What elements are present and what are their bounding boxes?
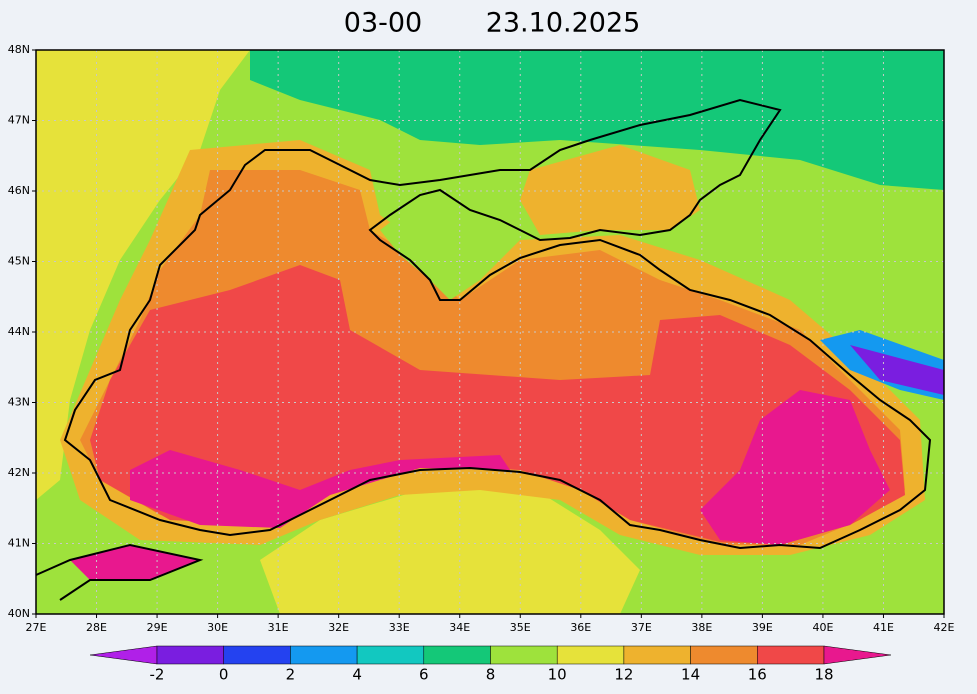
y-tick-label: 46N bbox=[8, 184, 30, 197]
colorbar-segment bbox=[490, 645, 558, 665]
colorbar-segment bbox=[556, 645, 625, 665]
field-region bbox=[700, 390, 890, 545]
x-tick-label: 31E bbox=[268, 621, 289, 634]
x-tick-label: 36E bbox=[570, 621, 591, 634]
colorbar-segment bbox=[290, 645, 358, 665]
x-tick-label: 37E bbox=[631, 621, 652, 634]
x-tick-label: 30E bbox=[207, 621, 228, 634]
colorbar-label: -2 bbox=[150, 666, 165, 684]
colorbar-segment bbox=[356, 645, 425, 665]
title-date: 23.10.2025 bbox=[486, 8, 641, 39]
x-tick-label: 40E bbox=[812, 621, 833, 634]
y-tick-label: 42N bbox=[8, 466, 30, 479]
temperature-field bbox=[36, 50, 944, 614]
x-tick-label: 41E bbox=[873, 621, 894, 634]
x-tick-label: 28E bbox=[86, 621, 107, 634]
y-tick-label: 40N bbox=[8, 607, 30, 620]
colorbar-label: 0 bbox=[219, 666, 229, 684]
x-tick-label: 34E bbox=[449, 621, 470, 634]
x-tick-label: 35E bbox=[510, 621, 531, 634]
field-region bbox=[90, 265, 905, 545]
colorbar-segment bbox=[156, 645, 224, 665]
colorbar-extend-high bbox=[823, 645, 892, 665]
colorbar-label: 8 bbox=[486, 666, 496, 684]
x-tick-label: 27E bbox=[26, 621, 47, 634]
x-tick-label: 32E bbox=[328, 621, 349, 634]
colorbar-label: 6 bbox=[419, 666, 429, 684]
colorbar-segment bbox=[223, 645, 291, 665]
field-region bbox=[260, 480, 640, 614]
x-tick-label: 39E bbox=[752, 621, 773, 634]
colorbar-segment bbox=[690, 645, 758, 665]
colorbar-label: 2 bbox=[286, 666, 296, 684]
x-tick-label: 42E bbox=[934, 621, 955, 634]
x-tick-label: 29E bbox=[147, 621, 168, 634]
title-time: 03-00 bbox=[344, 8, 422, 39]
colorbar-segment bbox=[623, 645, 691, 665]
field-region bbox=[130, 450, 510, 528]
colorbar-segment bbox=[757, 645, 825, 665]
field-region bbox=[520, 145, 700, 235]
y-tick-label: 44N bbox=[8, 325, 30, 338]
y-tick-label: 47N bbox=[8, 114, 30, 127]
field-region bbox=[380, 200, 520, 300]
y-tick-label: 41N bbox=[8, 537, 30, 550]
colorbar-label: 18 bbox=[814, 666, 833, 684]
coastline bbox=[35, 98, 932, 601]
colorbar-label: 4 bbox=[352, 666, 362, 684]
colorbar-label: 10 bbox=[548, 666, 567, 684]
field-region bbox=[36, 50, 250, 500]
colorbar-label: 16 bbox=[748, 666, 767, 684]
colorbar-label: 12 bbox=[614, 666, 633, 684]
field-region bbox=[250, 50, 944, 190]
x-tick-label: 33E bbox=[389, 621, 410, 634]
x-tick-label: 38E bbox=[691, 621, 712, 634]
field-region bbox=[850, 345, 944, 395]
colorbar: -2 0 2 4 6 8 10 12 14 16 18 bbox=[89, 645, 892, 684]
y-tick-label: 48N bbox=[8, 43, 30, 56]
axes: 27E 28E 29E 30E 31E 32E 33E 34E 35E 36E 37E 38E 39E 4… bbox=[8, 43, 955, 634]
y-tick-label: 43N bbox=[8, 396, 30, 409]
colorbar-segment bbox=[423, 645, 491, 665]
colorbar-label: 14 bbox=[681, 666, 700, 684]
y-tick-label: 45N bbox=[8, 255, 30, 268]
